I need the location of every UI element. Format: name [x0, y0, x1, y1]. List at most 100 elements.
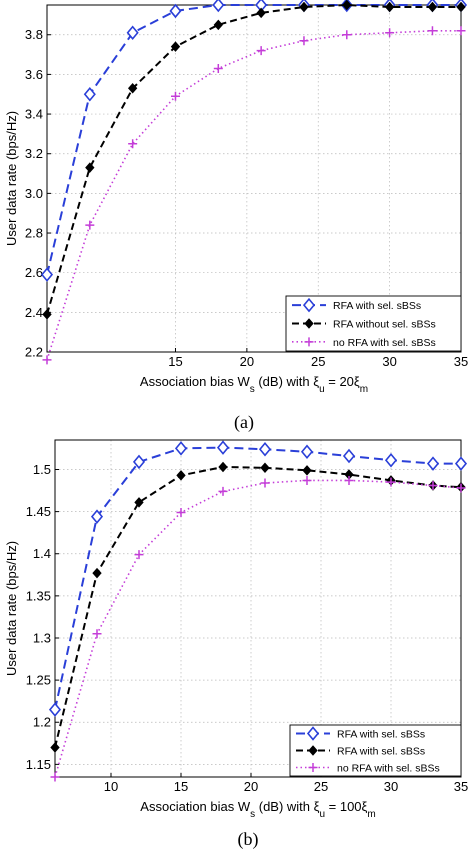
y-tick-label: 3.0 [25, 186, 43, 201]
data-point [174, 441, 188, 456]
plot-frame [46, 4, 462, 353]
plot-frame [54, 439, 462, 778]
data-point [342, 30, 352, 40]
y-tick-label: 3.4 [25, 107, 43, 122]
data-point [342, 448, 356, 464]
data-point [260, 462, 270, 474]
data-point [50, 772, 60, 782]
x-tick-label: 15 [174, 779, 188, 794]
data-point [92, 567, 102, 579]
data-point [48, 702, 62, 717]
data-point [42, 355, 52, 365]
series-2 [42, 0, 466, 320]
series-2 [50, 461, 466, 753]
y-tick-label: 1.3 [33, 630, 51, 645]
data-point [127, 83, 138, 94]
data-point [258, 442, 272, 457]
data-point [218, 486, 228, 496]
data-point [176, 507, 186, 517]
x-tick-label: 10 [104, 779, 118, 794]
x-axis-label: Association bias Ws (dB) with ξu = 100ξm [140, 799, 375, 820]
y-tick-label: 1.2 [33, 715, 51, 730]
data-point [299, 1, 309, 13]
data-point [456, 1, 466, 13]
x-tick-label: 20 [244, 779, 258, 794]
data-point [40, 267, 54, 282]
y-axis-label: User data rate (bps/Hz) [4, 111, 19, 246]
y-tick-label: 1.45 [26, 504, 51, 519]
legend-marker [308, 745, 318, 756]
y-axis-label: User data rate (bps/Hz) [4, 541, 19, 676]
legend: RFA with sel. sBSs RFA without sel. sBSs n… [285, 295, 462, 352]
data-point [216, 440, 230, 455]
data-point [170, 41, 181, 52]
legend-marker [306, 726, 320, 741]
data-point [299, 36, 309, 46]
data-point [128, 139, 138, 149]
data-point [302, 475, 312, 485]
y-tick-label: 3.2 [25, 146, 43, 161]
data-point [386, 477, 396, 487]
x-tick-label: 20 [240, 354, 254, 369]
data-point [50, 742, 60, 753]
data-point [126, 25, 139, 41]
legend-label: RFA with sel. sBSs [337, 746, 425, 758]
data-point [213, 19, 223, 31]
data-point [83, 86, 96, 102]
x-tick-label: 30 [382, 354, 396, 369]
legend-label: RFA with sel. sBSs [337, 729, 425, 741]
y-tick-label: 2.4 [25, 305, 43, 320]
data-point [428, 480, 438, 490]
legend-marker [304, 337, 314, 347]
data-point [169, 3, 182, 19]
data-point [456, 26, 466, 36]
legend-marker [302, 297, 316, 313]
data-point [90, 509, 104, 524]
chart-panel-a: 15 20 25 30 35 2.2 2.4 2.6 2.8 3.0 3.2 3.4 3.6 3.8 RFA… [4, 0, 468, 433]
data-point [213, 63, 223, 73]
data-point [132, 454, 146, 470]
series-line [54, 446, 461, 710]
data-point [42, 309, 52, 320]
x-tick-label: 35 [454, 779, 468, 794]
data-point [302, 465, 312, 476]
data-point [218, 461, 228, 473]
y-tick-label: 2.2 [25, 345, 43, 360]
panel-caption: (a) [234, 412, 254, 433]
series-3 [42, 26, 466, 365]
y-tick-label: 2.6 [25, 265, 43, 280]
chart-panel-b: 10 15 20 25 30 35 1.15 1.2 1.25 1.3 1.35 1.4 1.45 1.5… [4, 439, 468, 850]
series-1 [48, 440, 468, 717]
data-point [454, 456, 468, 471]
x-tick-label: 30 [384, 779, 398, 794]
data-point [384, 452, 398, 468]
series-line [54, 465, 462, 748]
legend-marker [304, 318, 314, 329]
panel-caption: (b) [238, 829, 259, 850]
data-point [85, 220, 95, 230]
data-point [212, 0, 225, 13]
data-point [134, 497, 144, 508]
data-point [426, 456, 440, 471]
data-point [300, 444, 314, 460]
x-axis-label: Association bias Ws (dB) with ξu = 20ξm [140, 374, 368, 395]
data-point [456, 483, 466, 493]
data-point [427, 26, 437, 36]
data-point [134, 550, 144, 560]
series-line [46, 3, 461, 315]
data-point [176, 470, 186, 481]
data-point [92, 629, 102, 639]
x-tick-label: 15 [168, 354, 182, 369]
data-point [342, 0, 352, 11]
series-line [46, 4, 461, 275]
data-point [344, 475, 354, 485]
series-line [46, 29, 461, 361]
legend: RFA with sel. sBSs RFA with sel. sBSs no R… [289, 724, 462, 777]
data-point [384, 1, 395, 13]
y-tick-label: 1.35 [26, 588, 51, 603]
y-tick-label: 3.8 [25, 27, 43, 42]
legend-marker [308, 763, 318, 772]
y-tick-label: 1.4 [33, 546, 51, 561]
legend-label: RFA with sel. sBSs [333, 300, 421, 312]
